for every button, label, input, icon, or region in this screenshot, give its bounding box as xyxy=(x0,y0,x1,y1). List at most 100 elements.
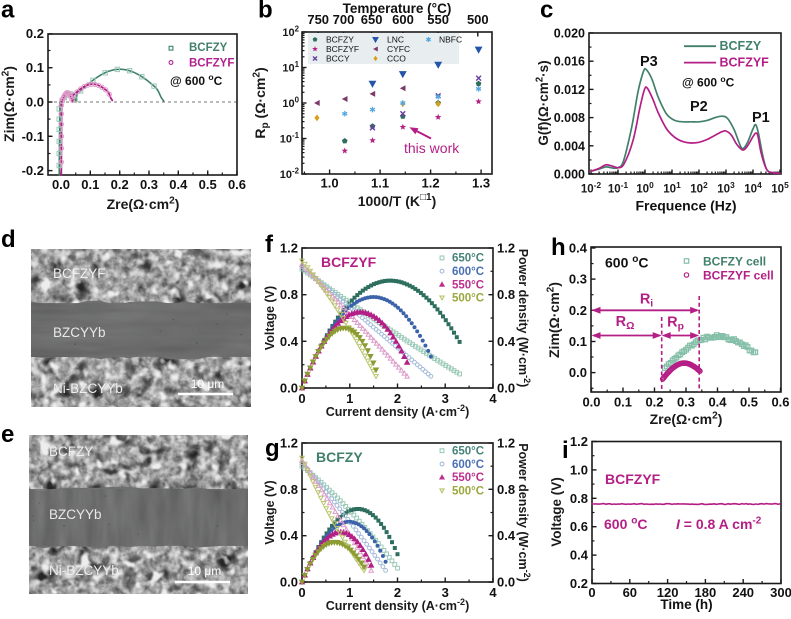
svg-text:c: c xyxy=(540,0,553,24)
svg-text:2: 2 xyxy=(394,391,401,406)
svg-text:@ 600 oC: @ 600 oC xyxy=(682,74,735,90)
svg-text:750: 750 xyxy=(307,12,329,27)
svg-text:0.3: 0.3 xyxy=(677,395,695,410)
svg-text:BCFZY: BCFZY xyxy=(49,444,93,459)
svg-text:BZCYYb: BZCYYb xyxy=(53,325,106,340)
svg-text:0.000: 0.000 xyxy=(554,168,585,182)
svg-text:NBFC: NBFC xyxy=(439,35,462,45)
svg-text:102: 102 xyxy=(690,180,708,196)
svg-text:0: 0 xyxy=(588,585,595,600)
svg-text:BCFZYF: BCFZYF xyxy=(605,471,661,487)
svg-text:b: b xyxy=(258,0,273,24)
svg-text:1000/T (K□1): 1000/T (K□1) xyxy=(358,192,437,209)
svg-text:0.3: 0.3 xyxy=(569,272,587,287)
svg-text:0.8: 0.8 xyxy=(280,482,298,497)
svg-text:0.0: 0.0 xyxy=(497,575,515,590)
svg-text:104: 104 xyxy=(744,180,762,196)
svg-text:0.1: 0.1 xyxy=(569,334,587,349)
svg-text:4: 4 xyxy=(489,585,497,600)
svg-text:1.2: 1.2 xyxy=(497,241,515,256)
svg-text:BCFZYF: BCFZYF xyxy=(53,266,106,281)
svg-text:0.4: 0.4 xyxy=(708,395,727,410)
svg-text:Ni-BZCYYb: Ni-BZCYYb xyxy=(49,563,119,578)
svg-text:0.016: 0.016 xyxy=(554,55,585,69)
svg-text:103: 103 xyxy=(717,180,735,196)
svg-text:10-2: 10-2 xyxy=(280,167,300,181)
svg-text:0.0: 0.0 xyxy=(52,177,70,192)
svg-text:Temperature (°C): Temperature (°C) xyxy=(343,1,452,16)
svg-text:0.0: 0.0 xyxy=(582,395,600,410)
svg-text:1.0: 1.0 xyxy=(570,462,588,477)
svg-text:550: 550 xyxy=(427,12,449,27)
svg-text:0.0: 0.0 xyxy=(569,365,587,380)
svg-text:1.2: 1.2 xyxy=(570,434,588,449)
svg-text:BCFZY: BCFZY xyxy=(189,42,228,54)
svg-text:Zre(Ω·cm2): Zre(Ω·cm2) xyxy=(650,410,723,427)
svg-text:0.5: 0.5 xyxy=(740,395,758,410)
svg-text:0.2: 0.2 xyxy=(111,177,129,192)
svg-text:0.6: 0.6 xyxy=(228,177,246,192)
svg-text:RΩ: RΩ xyxy=(616,314,635,332)
svg-text:0.6: 0.6 xyxy=(771,395,789,410)
svg-text:BCCY: BCCY xyxy=(326,54,350,64)
svg-text:1.3: 1.3 xyxy=(472,176,490,191)
svg-text:120: 120 xyxy=(657,585,679,600)
svg-text:0.0: 0.0 xyxy=(280,381,298,396)
svg-text:Zim(Ω·cm2): Zim(Ω·cm2) xyxy=(545,282,562,358)
svg-text:0.4: 0.4 xyxy=(569,241,588,256)
svg-text:0.4: 0.4 xyxy=(280,334,299,349)
svg-text:650°C: 650°C xyxy=(452,253,484,265)
svg-text:700: 700 xyxy=(333,12,355,27)
svg-text:Current density (A·cm-2): Current density (A·cm-2) xyxy=(326,403,469,419)
svg-text:@ 600 oC: @ 600 oC xyxy=(170,72,223,88)
svg-text:P1: P1 xyxy=(752,110,770,126)
svg-text:Voltage (V): Voltage (V) xyxy=(263,480,277,544)
svg-text:LNC: LNC xyxy=(387,35,404,45)
svg-text:0.8: 0.8 xyxy=(570,491,588,506)
svg-text:10 μm: 10 μm xyxy=(188,564,222,578)
svg-text:0.4: 0.4 xyxy=(169,177,188,192)
svg-text:BCFZYF: BCFZYF xyxy=(326,44,359,54)
svg-text:BCFZYF cell: BCFZYF cell xyxy=(703,268,774,282)
svg-text:10-1: 10-1 xyxy=(280,131,300,145)
svg-text:0.008: 0.008 xyxy=(554,111,585,125)
svg-text:4: 4 xyxy=(489,391,497,406)
svg-text:0.8: 0.8 xyxy=(497,287,515,302)
svg-text:BCFZYF: BCFZYF xyxy=(720,56,770,70)
svg-text:100: 100 xyxy=(636,180,654,196)
svg-text:Power density (W·cm-2): Power density (W·cm-2) xyxy=(516,443,532,582)
svg-text:101: 101 xyxy=(282,60,299,74)
svg-text:10-2: 10-2 xyxy=(581,180,602,196)
svg-text:0.3: 0.3 xyxy=(140,177,158,192)
svg-text:1.2: 1.2 xyxy=(422,176,440,191)
svg-text:CYFC: CYFC xyxy=(387,44,410,54)
svg-text:180: 180 xyxy=(695,585,717,600)
svg-text:0.1: 0.1 xyxy=(614,395,632,410)
svg-text:Current density (A·cm-2): Current density (A·cm-2) xyxy=(326,597,469,613)
svg-text:600°C: 600°C xyxy=(452,459,484,471)
svg-text:BCFZY: BCFZY xyxy=(326,35,354,45)
svg-text:0.004: 0.004 xyxy=(554,139,585,153)
svg-text:600: 600 xyxy=(392,12,414,27)
svg-text:0: 0 xyxy=(298,391,305,406)
svg-text:0.0: 0.0 xyxy=(497,381,515,396)
svg-text:0.4: 0.4 xyxy=(497,528,516,543)
svg-text:BZCYYb: BZCYYb xyxy=(49,507,102,522)
svg-text:101: 101 xyxy=(663,180,681,196)
svg-text:105: 105 xyxy=(771,180,789,196)
svg-text:Frequence (Hz): Frequence (Hz) xyxy=(635,198,736,214)
svg-text:e: e xyxy=(1,421,14,448)
svg-text:CCO: CCO xyxy=(387,54,406,64)
svg-text:3: 3 xyxy=(442,585,449,600)
svg-text:1.2: 1.2 xyxy=(280,241,298,256)
svg-text:d: d xyxy=(1,226,16,253)
svg-text:Rp: Rp xyxy=(667,315,684,333)
svg-text:2: 2 xyxy=(394,585,401,600)
svg-text:0.020: 0.020 xyxy=(554,27,585,41)
svg-text:BCFZY cell: BCFZY cell xyxy=(703,254,766,268)
svg-text:0.2: 0.2 xyxy=(645,395,663,410)
svg-text:i: i xyxy=(562,437,569,464)
svg-text:0.0: 0.0 xyxy=(280,575,298,590)
svg-text:240: 240 xyxy=(732,585,754,600)
svg-text:0.6: 0.6 xyxy=(570,519,588,534)
